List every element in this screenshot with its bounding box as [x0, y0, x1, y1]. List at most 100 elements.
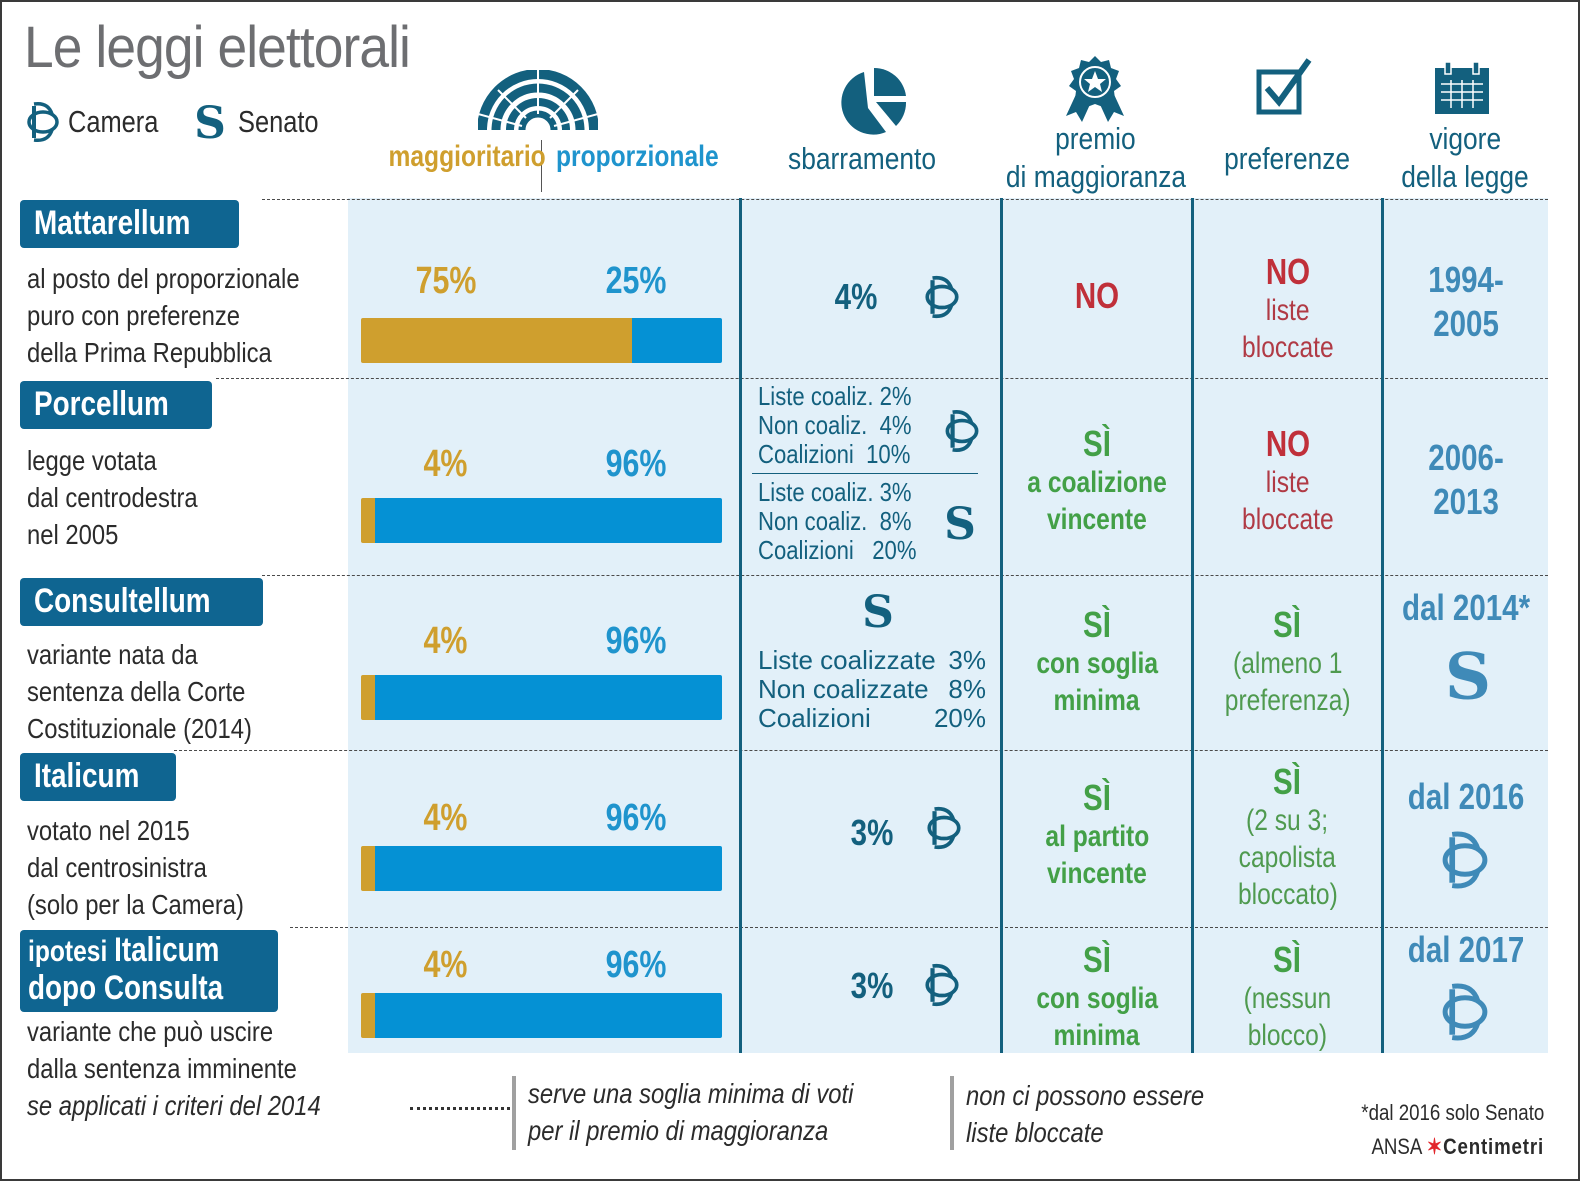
sbarramento-camera-list: Liste coaliz. 2% Non coaliz. 4% Coalizio… — [758, 381, 912, 469]
maggioritario-pct: 4% — [423, 944, 468, 986]
footnote: *dal 2016 solo Senato — [1360, 1100, 1544, 1125]
premio-value: SÌ con soglia minima — [1036, 939, 1158, 1053]
system-split-bar — [361, 498, 722, 543]
legend-senato-label: Senato — [238, 104, 319, 139]
law-description: al posto del proporzionale puro con prefe… — [27, 263, 300, 368]
legend-camera-label: Camera — [68, 104, 159, 139]
system-split-bar — [361, 318, 722, 363]
bar-segment-proporzionale — [631, 318, 722, 363]
vigore-value: dal 2014* — [1401, 587, 1531, 628]
proporzionale-pct: 96% — [605, 443, 667, 485]
law-name-badge: Mattarellum — [20, 200, 239, 248]
chamber-legend: Camera S Senato — [24, 100, 323, 144]
row-separator — [290, 927, 1548, 928]
bar-segment-proporzionale — [375, 993, 722, 1038]
senato-icon: S — [862, 588, 894, 634]
header-sbarramento: sbarramento — [788, 141, 936, 176]
source-credit: ANSA ✶Centimetri — [1371, 1134, 1544, 1159]
calendar-icon — [1435, 61, 1489, 114]
camera-icon — [925, 963, 959, 1007]
camera-icon — [1442, 831, 1488, 889]
system-split-bar — [361, 675, 722, 720]
vigore-value: dal 2017 — [1407, 929, 1525, 970]
bar-segment-maggioritario — [361, 675, 376, 720]
bar-segment-proporzionale — [375, 498, 722, 543]
bar-segment-maggioritario — [361, 993, 376, 1038]
law-name-badge: Consultellum — [20, 578, 264, 626]
vigore-value: 2006- 2013 — [1428, 437, 1504, 522]
column-divider — [739, 198, 742, 1053]
sbarramento-senato-list: Liste coaliz. 3% Non coaliz. 8% Coalizio… — [758, 477, 917, 565]
system-header-divider — [541, 140, 542, 192]
preferenze-value: SÌ (2 su 3; capolista bloccato) — [1237, 761, 1338, 912]
law-description-italic: se applicati i criteri del 2014 — [27, 1090, 321, 1121]
note-preferenze: non ci possono essere liste bloccate — [966, 1080, 1205, 1148]
proporzionale-pct: 96% — [605, 797, 667, 839]
camera-icon — [1442, 983, 1488, 1041]
row-separator — [174, 750, 1548, 751]
note-marker — [950, 1076, 954, 1150]
proporzionale-pct: 96% — [605, 620, 667, 662]
row-separator — [262, 575, 1548, 576]
law-description: legge votata dal centrodestra nel 2005 — [27, 445, 198, 550]
sbarramento-value: 3% — [850, 965, 894, 1006]
bar-segment-maggioritario — [361, 846, 376, 891]
law-description: votato nel 2015 dal centrosinistra (solo p… — [27, 815, 244, 920]
preferenze-value: SÌ (nessun blocco) — [1243, 939, 1332, 1053]
preferenze-value: NO liste bloccate — [1241, 423, 1334, 537]
sbarramento-value: 3% — [850, 812, 894, 853]
camera-icon — [927, 806, 961, 850]
award-ribbon-icon — [1066, 56, 1124, 122]
system-header: maggioritario proporzionale — [354, 140, 754, 174]
svg-text:S: S — [194, 100, 226, 144]
header-premio: premio di maggioranza — [1005, 121, 1187, 194]
page-title: Le leggi elettorali — [24, 15, 411, 80]
maggioritario-pct: 75% — [415, 260, 477, 302]
law-name-badge: ipotesi Italicum dopo Consulta — [20, 930, 278, 1012]
preferenze-value: NO liste bloccate — [1241, 251, 1334, 365]
note-marker — [512, 1076, 516, 1150]
bar-segment-proporzionale — [375, 675, 722, 720]
bar-segment-maggioritario — [361, 498, 376, 543]
premio-value: SÌ a coalizione vincente — [1027, 423, 1167, 537]
law-description: variante che può uscire dalla sentenza im… — [27, 1016, 297, 1084]
vigore-value: dal 2016 — [1407, 776, 1525, 817]
sbarramento-value: 4% — [834, 276, 878, 317]
header-maggioritario: maggioritario — [388, 140, 546, 173]
premio-value: NO — [1074, 275, 1120, 316]
row-separator — [216, 378, 1548, 379]
sbarramento-divider — [752, 473, 978, 474]
system-split-bar — [361, 846, 722, 891]
header-vigore: vigore della legge — [1401, 121, 1529, 194]
svg-text:S: S — [1445, 640, 1491, 710]
bar-segment-proporzionale — [375, 846, 722, 891]
premio-value: SÌ al partito vincente — [1045, 777, 1149, 891]
law-description: variante nata da sentenza della Corte Cost… — [27, 639, 252, 744]
svg-text:S: S — [862, 588, 894, 634]
note-premio: serve una soglia minima di voti per il pr… — [528, 1078, 854, 1146]
vigore-value: 1994- 2005 — [1428, 259, 1504, 344]
proporzionale-pct: 25% — [605, 260, 667, 302]
svg-text:S: S — [944, 500, 976, 546]
law-name-badge: Italicum — [20, 753, 177, 801]
parliament-hemicycle-icon — [478, 70, 598, 131]
row-separator — [262, 199, 1548, 200]
preferenze-value: SÌ (almeno 1 preferenza) — [1224, 604, 1351, 718]
system-split-bar — [361, 993, 722, 1038]
proporzionale-pct: 96% — [605, 944, 667, 986]
premio-value: SÌ con soglia minima — [1036, 604, 1158, 718]
camera-icon — [27, 101, 59, 143]
column-divider — [1191, 198, 1194, 1053]
law-name-badge: Porcellum — [20, 381, 213, 429]
bar-segment-maggioritario — [361, 318, 632, 363]
senato-icon: S — [944, 500, 976, 546]
camera-icon — [945, 410, 979, 452]
maggioritario-pct: 4% — [423, 443, 468, 485]
senato-icon: S — [1445, 640, 1491, 710]
maggioritario-pct: 4% — [423, 797, 468, 839]
camera-icon — [925, 275, 959, 319]
checkbox-checked-icon — [1256, 58, 1312, 115]
pie-chart-icon — [841, 67, 907, 135]
maggioritario-pct: 4% — [423, 620, 468, 662]
